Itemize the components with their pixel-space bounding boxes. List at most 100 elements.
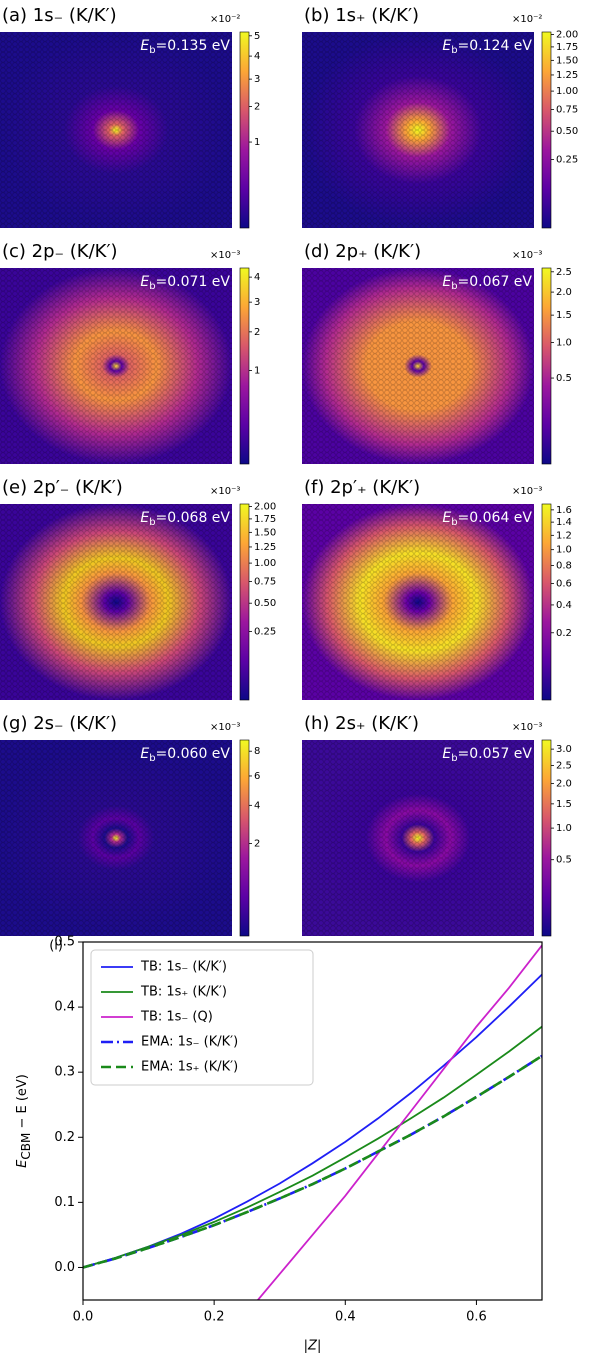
y-axis-label-subscript: CBM — [19, 1133, 33, 1160]
binding-energy-subscript: b — [149, 281, 155, 292]
binding-energy-subscript: b — [149, 753, 155, 764]
colorbar-tick-label: 5 — [254, 31, 260, 42]
colorbar-tick-label: 2.00 — [254, 501, 276, 512]
colorbar-tick-label: 0.6 — [556, 579, 572, 590]
colorbar-tick-label: 1.00 — [556, 86, 578, 97]
binding-energy-symbol: E — [140, 746, 149, 762]
binding-energy-symbol: E — [442, 38, 451, 54]
panel-title: (h) 2s₊ (K/K′) — [304, 713, 419, 734]
colorbar-tick-label: 2 — [254, 839, 260, 850]
plot-lines — [83, 944, 542, 1300]
legend-entry: TB: 1s₋ (K/K′) — [140, 960, 227, 975]
x-tick-label: 0.2 — [204, 1310, 225, 1325]
heatmap-texture — [0, 32, 232, 228]
colorbar-scale: ×10⁻³ — [210, 250, 240, 261]
binding-energy-subscript: b — [149, 517, 155, 528]
binding-energy-text: =0.064 eV — [458, 510, 533, 526]
colorbar-tick-label: 1.6 — [556, 505, 572, 516]
colorbar — [239, 267, 250, 465]
colorbar-tick-label: 0.5 — [556, 855, 572, 866]
colorbar-tick-label: 8 — [254, 746, 260, 757]
binding-energy-symbol: E — [140, 38, 149, 54]
colorbar-tick-label: 1 — [254, 366, 260, 377]
colorbar-tick-label: 1.25 — [556, 70, 578, 81]
colorbar-tick-label: 4 — [254, 272, 260, 283]
colorbar-tick-label: 3 — [254, 74, 260, 85]
colorbar-scale: ×10⁻³ — [512, 722, 542, 733]
y-axis-label-symbol: E — [15, 1159, 30, 1168]
binding-energy-text: =0.124 eV — [458, 38, 533, 54]
colorbar — [541, 267, 552, 465]
colorbar-tick-label: 1.50 — [254, 527, 276, 538]
binding-energy: Eb=0.067 eV — [442, 274, 532, 292]
binding-energy-text: =0.068 eV — [156, 510, 231, 526]
colorbar-tick-label: 1.75 — [254, 514, 276, 525]
binding-energy-text: =0.135 eV — [156, 38, 231, 54]
colorbar-tick-label: 0.50 — [254, 598, 276, 609]
y-tick-label: 0.4 — [54, 1000, 75, 1015]
colorbar-tick-label: 0.50 — [556, 126, 578, 137]
x-tick-label: 0.4 — [335, 1310, 356, 1325]
binding-energy-symbol: E — [140, 510, 149, 526]
panel-label: (i) — [49, 939, 63, 954]
heatmap-texture — [0, 268, 232, 464]
y-axis-label: ECBM − E (eV) — [15, 1074, 33, 1168]
colorbar-tick-label: 1 — [254, 137, 260, 148]
panel-title: (f) 2p′₊ (K/K′) — [304, 477, 420, 498]
legend-entry: EMA: 1s₋ (K/K′) — [141, 1035, 238, 1050]
colorbar — [239, 31, 250, 229]
legend-entry: TB: 1s₊ (K/K′) — [140, 985, 227, 1000]
colorbar-tick-label: 2.0 — [556, 778, 572, 789]
binding-energy-text: =0.071 eV — [156, 274, 231, 290]
colorbar-tick-label: 1.25 — [254, 542, 276, 553]
colorbar-tick-label: 2 — [254, 327, 260, 338]
colorbar-tick-label: 1.50 — [556, 55, 578, 66]
binding-energy-text: =0.057 eV — [458, 746, 533, 762]
colorbar-tick-label: 3 — [254, 297, 260, 308]
colorbar-tick-label: 1.75 — [556, 42, 578, 53]
binding-energy-symbol: E — [442, 510, 451, 526]
heatmap-texture — [302, 268, 534, 464]
colorbar-tick-label: 2.5 — [556, 267, 572, 278]
colorbar-tick-label: 0.8 — [556, 561, 572, 572]
binding-energy: Eb=0.135 eV — [140, 38, 230, 56]
colorbar-scale: ×10⁻³ — [512, 250, 542, 261]
colorbar-tick-label: 2 — [254, 101, 260, 112]
panel-title: (b) 1s₊ (K/K′) — [304, 5, 419, 26]
y-tick-label: 0.1 — [54, 1195, 75, 1210]
colorbar-tick-label: 0.25 — [556, 155, 578, 166]
colorbar-tick-label: 2.5 — [556, 760, 572, 771]
binding-energy-text: =0.067 eV — [458, 274, 533, 290]
y-tick-label: 0.5 — [54, 935, 75, 950]
binding-energy-subscript: b — [149, 45, 155, 56]
colorbar-scale: ×10⁻³ — [512, 486, 542, 497]
y-tick-label: 0.0 — [54, 1260, 75, 1275]
binding-energy: Eb=0.124 eV — [442, 38, 532, 56]
binding-energy: Eb=0.057 eV — [442, 746, 532, 764]
series-line — [83, 1025, 542, 1269]
colorbar-scale: ×10⁻² — [210, 14, 240, 25]
x-tick-label: 0.0 — [73, 1310, 94, 1325]
colorbar-tick-label: 1.5 — [556, 310, 572, 321]
colorbar — [239, 503, 250, 701]
panel-title: (d) 2p₊ (K/K′) — [304, 241, 421, 262]
panel-title: (a) 1s₋ (K/K′) — [2, 5, 117, 26]
colorbar-tick-label: 0.5 — [556, 373, 572, 384]
colorbar-scale: ×10⁻³ — [210, 722, 240, 733]
colorbar — [239, 739, 250, 937]
heatmap-texture — [0, 740, 232, 936]
colorbar-scale: ×10⁻² — [512, 14, 542, 25]
binding-energy-symbol: E — [442, 746, 451, 762]
binding-energy: Eb=0.071 eV — [140, 274, 230, 292]
binding-energy-subscript: b — [451, 45, 457, 56]
binding-energy-subscript: b — [451, 517, 457, 528]
binding-energy-subscript: b — [451, 281, 457, 292]
binding-energy-subscript: b — [451, 753, 457, 764]
colorbar — [541, 503, 552, 701]
colorbar-tick-label: 1.0 — [556, 337, 572, 348]
colorbar-tick-label: 4 — [254, 800, 260, 811]
colorbar-tick-label: 1.5 — [556, 799, 572, 810]
series-line — [83, 1054, 542, 1269]
